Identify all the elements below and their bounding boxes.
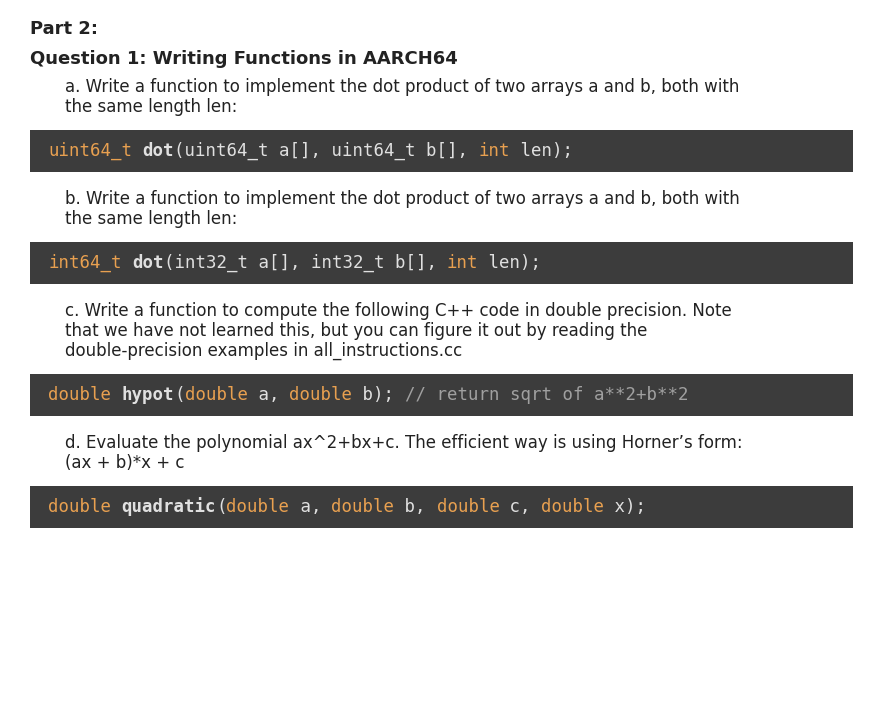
Text: int64_t: int64_t — [48, 254, 122, 272]
Text: that we have not learned this, but you can figure it out by reading the: that we have not learned this, but you c… — [65, 322, 647, 340]
Text: a. Write a function to implement the dot product of two arrays a and b, both wit: a. Write a function to implement the dot… — [65, 78, 739, 96]
Text: (: ( — [216, 498, 227, 516]
Text: double: double — [290, 386, 352, 404]
Text: dot: dot — [132, 254, 163, 272]
Text: double: double — [541, 498, 605, 516]
Text: len);: len); — [510, 142, 573, 160]
Text: double: double — [48, 498, 111, 516]
Text: (int32_t a[], int32_t b[],: (int32_t a[], int32_t b[], — [163, 254, 447, 272]
Text: double: double — [48, 386, 111, 404]
Text: int: int — [479, 142, 510, 160]
Text: // return sqrt of a**2+b**2: // return sqrt of a**2+b**2 — [405, 386, 689, 404]
Text: len);: len); — [479, 254, 541, 272]
Text: d. Evaluate the polynomial ax^2+bx+c. The efficient way is using Horner’s form:: d. Evaluate the polynomial ax^2+bx+c. Th… — [65, 434, 743, 452]
Text: Question 1: Writing Functions in AARCH64: Question 1: Writing Functions in AARCH64 — [30, 50, 457, 68]
Text: c,: c, — [500, 498, 541, 516]
Text: double-precision examples in all_instructions.cc: double-precision examples in all_instruc… — [65, 342, 462, 360]
Text: b. Write a function to implement the dot product of two arrays a and b, both wit: b. Write a function to implement the dot… — [65, 190, 740, 208]
Text: the same length len:: the same length len: — [65, 98, 238, 116]
Text: double: double — [436, 498, 500, 516]
Text: a,: a, — [290, 498, 331, 516]
Text: a,: a, — [247, 386, 290, 404]
Text: double: double — [331, 498, 395, 516]
Text: (uint64_t a[], uint64_t b[],: (uint64_t a[], uint64_t b[], — [174, 142, 479, 160]
Text: b);: b); — [352, 386, 405, 404]
Text: Part 2:: Part 2: — [30, 20, 98, 38]
Text: double: double — [185, 386, 247, 404]
Text: (ax + b)*x + c: (ax + b)*x + c — [65, 454, 185, 472]
Text: quadratic: quadratic — [122, 498, 216, 517]
Text: c. Write a function to compute the following C++ code in double precision. Note: c. Write a function to compute the follo… — [65, 302, 732, 320]
Text: (: ( — [174, 386, 185, 404]
Text: double: double — [227, 498, 290, 516]
Text: int: int — [447, 254, 479, 272]
Text: hypot: hypot — [122, 386, 174, 404]
Text: b,: b, — [395, 498, 436, 516]
Text: dot: dot — [142, 142, 174, 160]
Text: the same length len:: the same length len: — [65, 210, 238, 228]
Text: x);: x); — [605, 498, 646, 516]
Text: uint64_t: uint64_t — [48, 142, 132, 160]
